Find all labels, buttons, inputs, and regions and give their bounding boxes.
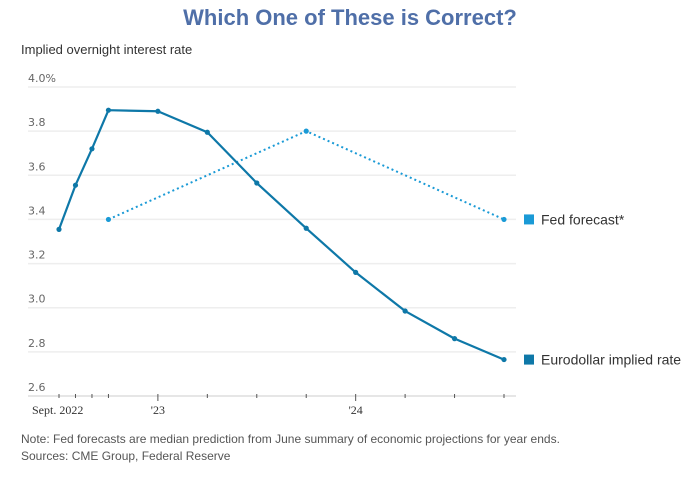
data-point [72, 182, 79, 188]
data-point [105, 107, 112, 113]
data-point [254, 180, 260, 186]
data-point [303, 128, 309, 134]
y-tick-label: 3.2 [28, 249, 46, 262]
data-point [89, 146, 95, 152]
data-point [353, 269, 359, 275]
y-axis-title: Implied overnight interest rate [21, 42, 193, 57]
series-line [57, 109, 505, 361]
gridlines [28, 86, 516, 397]
x-tick-label: '23 [151, 403, 165, 417]
y-tick-label: 4.0% [28, 72, 56, 85]
y-tick-label: 3.6 [28, 160, 46, 173]
legend: Fed forecast* Eurodollar implied rate [524, 211, 681, 368]
legend-swatch [524, 214, 534, 225]
legend-swatch [524, 354, 534, 365]
data-point [56, 226, 62, 232]
x-axis: Sept. 2022 '23 '24 [32, 394, 505, 417]
sources-text: Sources: CME Group, Federal Reserve [21, 449, 231, 463]
data-point [501, 356, 507, 363]
data-point [501, 216, 507, 223]
data-point [451, 336, 458, 342]
y-tick-label: 2.6 [28, 381, 46, 394]
y-tick-label: 3.4 [28, 204, 46, 217]
x-tick-label: '24 [349, 403, 363, 417]
legend-label: Eurodollar implied rate [541, 352, 681, 368]
series-fed-forecast [105, 128, 507, 223]
data-point [155, 108, 161, 114]
y-tick-label: 3.0 [28, 293, 46, 306]
data-point [204, 129, 210, 135]
legend-label: Fed forecast* [541, 211, 625, 227]
data-point [105, 216, 112, 223]
chart-title: Which One of These is Correct? [183, 5, 517, 30]
series-group [56, 107, 507, 363]
y-tick-label: 3.8 [28, 116, 46, 129]
data-point [303, 225, 309, 231]
series-eurodollar-implied-rate [56, 107, 507, 363]
note-text: Note: Fed forecasts are median predictio… [21, 432, 560, 446]
x-tick-label: Sept. 2022 [32, 403, 83, 417]
y-tick-label: 2.8 [28, 337, 46, 350]
data-point [402, 308, 408, 314]
y-axis-ticks: 4.0% 3.8 3.6 3.4 3.2 3.0 2.8 2.6 [28, 72, 56, 394]
chart-footnote: Note: Fed forecasts are median predictio… [21, 431, 560, 465]
